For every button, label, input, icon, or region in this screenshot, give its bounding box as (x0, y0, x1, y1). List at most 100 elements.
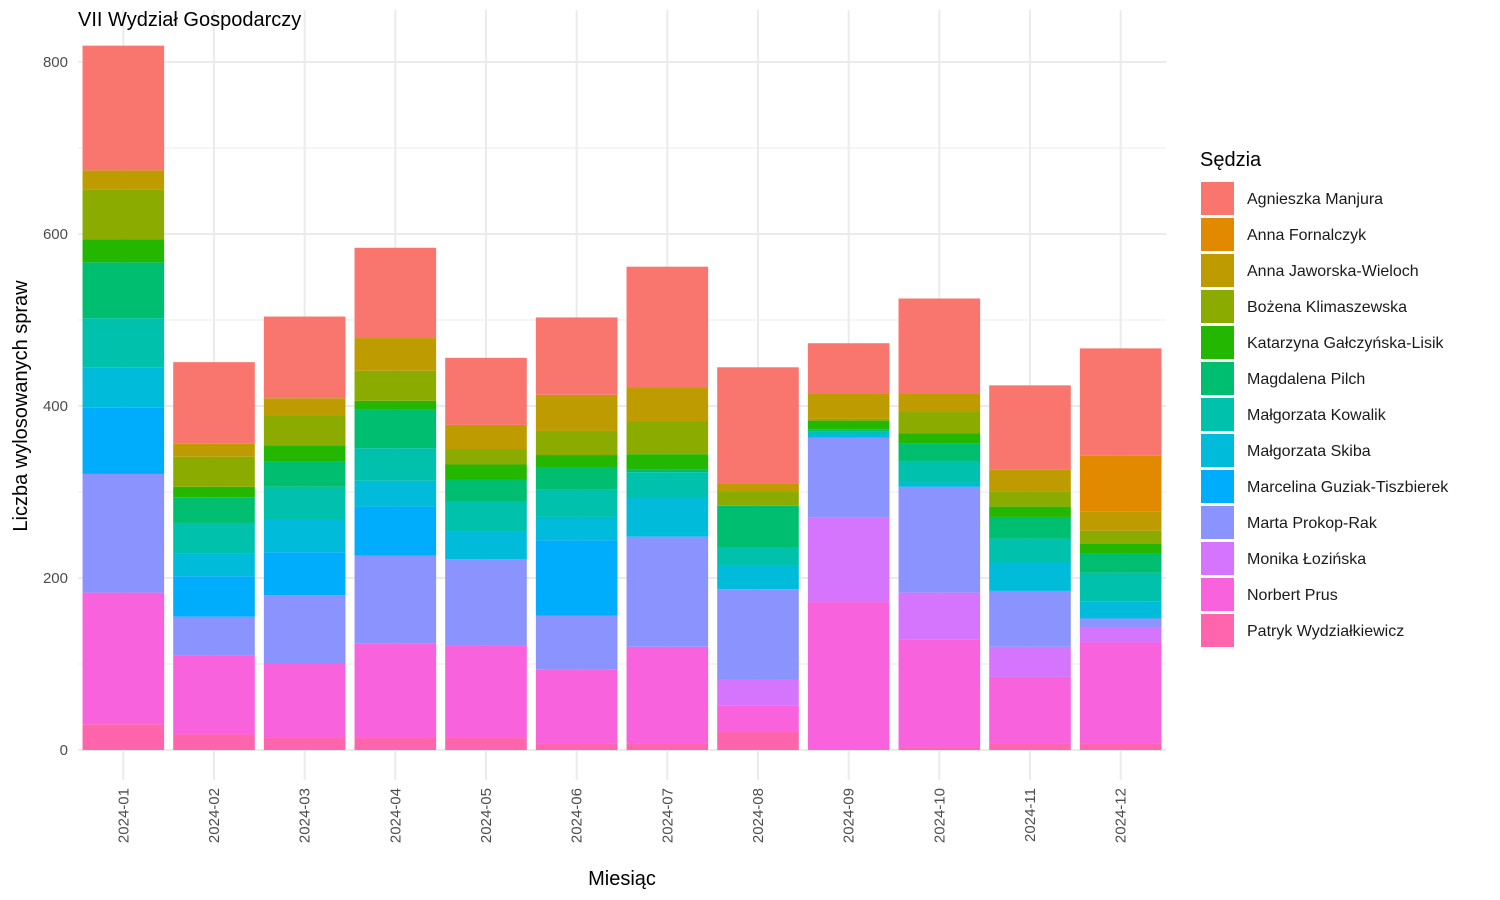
x-tick-label: 2024-05 (478, 788, 495, 843)
bar-segment (807, 602, 890, 750)
bar-segment (445, 424, 527, 449)
bar-segment (807, 433, 890, 438)
bar-segment (807, 431, 890, 434)
bar-segment (263, 552, 346, 596)
bar-segment (173, 576, 255, 617)
bar-segment (82, 724, 165, 750)
bar-segment (989, 562, 1071, 591)
legend-title: Sędzia (1200, 149, 1262, 171)
x-tick-label: 2024-11 (1022, 788, 1039, 842)
bar-segment (354, 480, 437, 507)
bars (82, 45, 1162, 750)
bar-segment (82, 262, 165, 319)
bar-segment (626, 536, 709, 647)
bar-segment (1079, 743, 1162, 750)
bar-segment (1079, 618, 1162, 628)
bar-segment (626, 387, 709, 422)
bar-segment (445, 464, 527, 480)
legend-swatch (1201, 506, 1234, 539)
bar-segment (989, 469, 1071, 492)
bar-segment (898, 393, 981, 413)
legend-label: Marta Prokop-Rak (1247, 515, 1378, 532)
bar-segment (1079, 627, 1162, 643)
legend: Sędzia Agnieszka Manjura Anna Fornalczyk A… (1200, 149, 1449, 647)
bar-segment (535, 743, 618, 750)
bar-segment (626, 498, 709, 537)
bar-segment (445, 449, 527, 465)
bar-segment (898, 412, 981, 434)
bar-segment (1079, 530, 1162, 544)
bar-segment (807, 393, 890, 419)
bar-segment (898, 639, 981, 748)
bar-segment (717, 492, 799, 506)
bar-segment (535, 317, 618, 395)
x-tick-label: 2024-02 (206, 788, 223, 843)
legend-swatch (1201, 362, 1234, 395)
bar-segment (263, 461, 346, 487)
bar-segment (1079, 601, 1162, 619)
bar-segment (354, 643, 437, 738)
legend-label: Małgorzata Skiba (1247, 443, 1371, 460)
bar-segment (535, 467, 618, 490)
bar-segment (173, 616, 255, 656)
bar-segment (263, 445, 346, 462)
bar-segment (535, 394, 618, 431)
x-tick-label: 2024-10 (931, 788, 948, 843)
bar-segment (626, 454, 709, 470)
bar-segment (354, 448, 437, 481)
bar-segment (807, 517, 890, 603)
bar-segment (173, 456, 255, 487)
legend-label: Małgorzata Kowalik (1247, 407, 1387, 424)
bar-segment (82, 407, 165, 474)
bar-segment (717, 679, 799, 706)
bar-segment (263, 595, 346, 664)
bar-segment (807, 418, 890, 421)
y-tick-label: 600 (43, 226, 68, 243)
bar-segment (354, 370, 437, 401)
bar-segment (173, 443, 255, 457)
bar-segment (445, 501, 527, 532)
bar-segment (354, 409, 437, 449)
bar-segment (989, 385, 1071, 470)
legend-swatch (1201, 182, 1234, 215)
bar-segment (263, 519, 346, 553)
bar-segment (445, 357, 527, 425)
bar-segment (445, 737, 527, 750)
bar-segment (354, 247, 437, 339)
bar-segment (535, 615, 618, 670)
bar-segment (898, 592, 981, 640)
bar-segment (535, 489, 618, 517)
y-tick-label: 200 (43, 570, 68, 587)
bar-segment (1079, 511, 1162, 531)
bar-segment (1079, 348, 1162, 456)
x-tick-label: 2024-09 (841, 788, 858, 843)
legend-label: Marcelina Guziak-Tiszbierek (1247, 479, 1449, 496)
bar-segment (1079, 642, 1162, 744)
bar-segment (717, 505, 799, 548)
bar-segment (82, 318, 165, 368)
bar-segment (898, 486, 981, 593)
y-tick-label: 0 (60, 742, 68, 759)
legend-swatch (1201, 290, 1234, 323)
bar-segment (263, 664, 346, 738)
legend-label: Anna Fornalczyk (1247, 227, 1367, 244)
bar-segment (626, 469, 709, 473)
y-tick-label: 400 (43, 398, 68, 415)
bar-segment (717, 731, 799, 750)
bar-segment (989, 743, 1071, 750)
bar-segment (82, 189, 165, 240)
bar-segment (989, 516, 1071, 539)
bar-segment (445, 479, 527, 502)
bar-segment (535, 455, 618, 468)
bar-segment (626, 421, 709, 455)
bar-segment (535, 540, 618, 616)
bar-segment (263, 737, 346, 750)
bar-segment (82, 367, 165, 408)
bar-segment (989, 491, 1071, 507)
bar-segment (898, 482, 981, 487)
bar-segment (445, 531, 527, 560)
bar-segment (626, 743, 709, 750)
legend-swatch (1201, 434, 1234, 467)
legend-swatch (1201, 578, 1234, 611)
